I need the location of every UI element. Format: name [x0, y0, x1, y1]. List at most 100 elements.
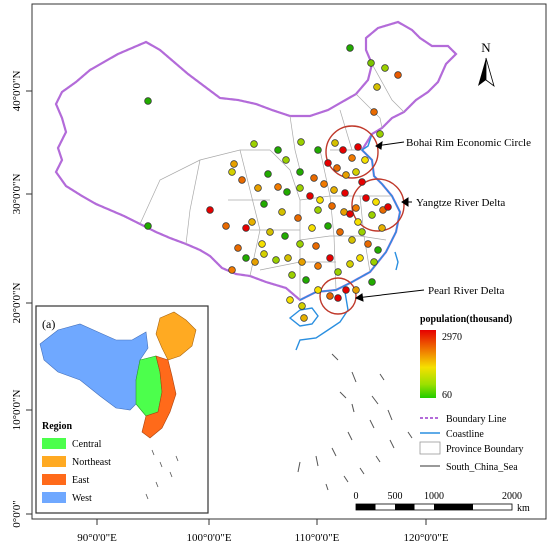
city-point	[278, 208, 286, 216]
city-point	[374, 246, 382, 254]
city-point	[348, 154, 356, 162]
region-northeast	[155, 311, 197, 361]
city-point	[352, 168, 360, 176]
legend-scs: South_China_Sea	[446, 462, 518, 473]
city-point	[384, 203, 392, 211]
y-tick-label: 10°0'0"N	[11, 390, 23, 431]
city-point	[250, 140, 258, 148]
city-point	[328, 202, 336, 210]
city-point	[314, 206, 322, 214]
x-tick-label: 100°0'0"E	[186, 532, 231, 544]
city-point	[234, 244, 242, 252]
inset-legend-title: Region	[42, 421, 72, 432]
city-point	[346, 44, 354, 52]
city-point	[294, 214, 302, 222]
south-china-sea-islands	[297, 353, 413, 491]
legend-coastline: Coastline	[446, 429, 484, 440]
city-point	[370, 108, 378, 116]
city-point	[324, 222, 332, 230]
city-point	[272, 256, 280, 264]
region-east	[141, 355, 177, 439]
city-point	[362, 194, 370, 202]
city-point	[254, 184, 262, 192]
city-point	[242, 224, 250, 232]
city-point	[314, 286, 322, 294]
line-legend: Boundary Line Coastline Province Boundar…	[419, 414, 524, 473]
city-point	[381, 64, 389, 72]
region-central-label: Central	[72, 439, 102, 450]
city-point	[230, 160, 238, 168]
y-tick-label: 40°0'0"N	[11, 71, 23, 112]
city-point	[296, 168, 304, 176]
city-point	[326, 254, 334, 262]
city-point	[339, 146, 347, 154]
city-point	[334, 294, 342, 302]
north-arrow: N	[478, 40, 495, 88]
bohai-circle	[325, 125, 379, 179]
city-point	[352, 204, 360, 212]
scale-bar: 0 500 1000 2000 km	[354, 491, 531, 514]
city-point	[288, 271, 296, 279]
city-point	[341, 189, 349, 197]
north-label: N	[481, 40, 491, 55]
city-point	[324, 159, 332, 167]
annotation-arrows	[354, 140, 425, 302]
city-point	[281, 232, 289, 240]
city-point	[358, 178, 366, 186]
x-tick-label: 120°0'0"E	[403, 532, 448, 544]
north-arrow-icon	[478, 58, 486, 86]
city-point	[298, 258, 306, 266]
city-point	[306, 192, 314, 200]
pearl-circle	[319, 277, 357, 315]
city-point	[314, 146, 322, 154]
coastline	[288, 133, 401, 351]
economic-circles	[319, 125, 405, 315]
legend-boundary: Boundary Line	[446, 414, 507, 425]
region-northeast-label: Northeast	[72, 457, 111, 468]
population-min-label: 60	[442, 390, 452, 401]
city-point	[258, 240, 266, 248]
inset-label: (a)	[42, 317, 55, 331]
city-point	[302, 276, 310, 284]
city-point	[356, 254, 364, 262]
city-point	[330, 186, 338, 194]
x-tick-label: 110°0'0"E	[295, 532, 340, 544]
city-point	[228, 266, 236, 274]
city-point	[333, 164, 341, 172]
y-tick-label: 0°0'0"	[11, 500, 23, 527]
region-west-label: West	[72, 493, 92, 504]
city-point	[286, 296, 294, 304]
city-point	[260, 200, 268, 208]
city-point	[348, 236, 356, 244]
city-point	[376, 130, 384, 138]
svg-text:1000: 1000	[424, 491, 444, 502]
city-point	[354, 143, 362, 151]
city-point	[283, 188, 291, 196]
city-point	[248, 218, 256, 226]
city-point	[364, 240, 372, 248]
svg-text:0: 0	[354, 491, 359, 502]
svg-text:500: 500	[388, 491, 403, 502]
city-point	[312, 242, 320, 250]
yangtze-label: Yangtze River Delta	[416, 197, 505, 209]
city-point	[354, 218, 362, 226]
city-point	[274, 146, 282, 154]
city-point	[310, 174, 318, 182]
x-tick-label: 90°0'0"E	[77, 532, 117, 544]
population-legend-title: population(thousand)	[420, 314, 512, 325]
y-tick-label: 20°0'0"N	[11, 283, 23, 324]
city-point	[274, 183, 282, 191]
city-point	[367, 59, 375, 67]
city-point	[228, 168, 236, 176]
city-point	[326, 292, 334, 300]
city-point	[342, 171, 350, 179]
region-east-label: East	[72, 475, 89, 486]
city-point	[314, 262, 322, 270]
city-point	[242, 254, 250, 262]
city-point	[368, 211, 376, 219]
city-point	[336, 228, 344, 236]
city-point	[144, 97, 152, 105]
city-point	[378, 224, 386, 232]
city-point	[298, 302, 306, 310]
